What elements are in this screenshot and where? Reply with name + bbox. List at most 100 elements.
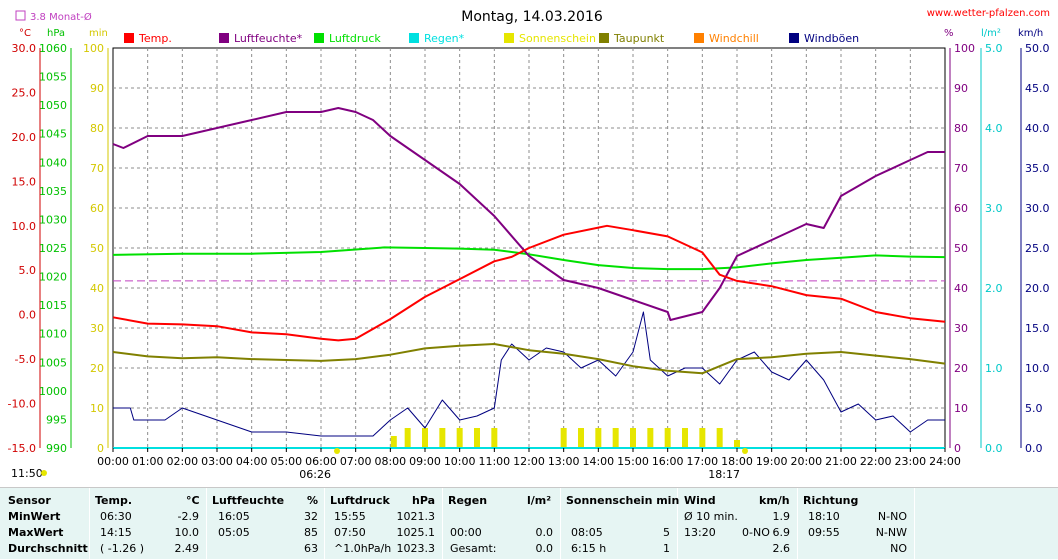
stat-press-time: 07:50: [334, 526, 366, 539]
stat-temp-val: 2.49: [174, 542, 200, 555]
x-tick-label: 12:00: [513, 455, 545, 468]
pressure-axis-tick-label: 1030: [39, 213, 67, 226]
x-tick-label: 00:00: [97, 455, 129, 468]
pressure-axis-tick-label: 1050: [39, 99, 67, 112]
hdr-sun: Sonnenschein min: [566, 494, 680, 507]
sunshine-bar: [595, 428, 602, 448]
stat-press-val: 1023.3: [396, 542, 436, 555]
pressure-line: [112, 246, 946, 271]
unit-kmh: km/h: [1018, 28, 1043, 39]
rain-axis-tick-label: 1.0: [985, 362, 1003, 375]
x-tick-label: 24:00: [929, 455, 961, 468]
x-tick-label: 04:00: [236, 455, 268, 468]
x-tick-label: 06:00: [305, 455, 337, 468]
site-url: www.wetter-pfalzen.com: [927, 8, 1050, 19]
humidity-axis-tick-label: 90: [954, 82, 968, 95]
rain-axis-tick-label: 4.0: [985, 122, 1003, 135]
temp-axis-tick-label: 20.0: [12, 131, 37, 144]
sunshine-bar: [664, 428, 671, 448]
temp-axis-tick-label: 25.0: [12, 86, 37, 99]
month-avg-label: 3.8 Monat-Ø: [30, 11, 92, 23]
x-tick-label: 20:00: [790, 455, 822, 468]
humidity-axis-tick-label: 10: [954, 402, 968, 415]
legend-swatch: [504, 33, 514, 43]
sunshine-bar: [682, 428, 688, 448]
legend-swatch: [599, 33, 609, 43]
stat-rain-val: 0.0: [535, 526, 554, 539]
pressure-axis-tick-label: 990: [46, 442, 67, 455]
stat-rain-time: 00:00: [450, 526, 482, 539]
stat-sun-time: 08:05: [571, 526, 603, 539]
legend-swatch: [409, 33, 419, 43]
pressure-axis-tick-label: 1000: [39, 385, 67, 398]
stat-wind-dir: 0-NO: [742, 526, 770, 539]
minutes-axis-tick-label: 60: [90, 202, 104, 215]
minutes-axis-tick-label: 70: [90, 162, 104, 175]
stat-temp-val: -2.9: [177, 510, 199, 523]
wind-axis-tick-label: 40.0: [1025, 122, 1050, 135]
sun-markers: 06:26 18:17 11:50: [11, 448, 748, 481]
divider: [914, 488, 915, 560]
unit-rain: l/m²: [981, 28, 1001, 39]
wind-gusts-line: [113, 311, 945, 437]
temp-axis-tick-label: 0.0: [19, 309, 37, 322]
stat-hum-val: 63: [304, 542, 318, 555]
humidity-axis-tick-label: 20: [954, 362, 968, 375]
sunshine-bar: [716, 428, 723, 448]
hdr-temp: Temp.: [95, 494, 133, 507]
humidity-axis-tick-label: 70: [954, 162, 968, 175]
sunset-time: 18:17: [708, 468, 740, 481]
sunshine-bar: [422, 428, 428, 448]
sunshine-bar: [439, 428, 446, 448]
sunshine-bar: [699, 428, 706, 448]
x-tick-label: 14:00: [582, 455, 614, 468]
stat-dir-val: N-NO: [877, 510, 907, 523]
humidity-axis-tick-label: 100: [954, 42, 975, 55]
sunshine-bar: [560, 428, 567, 448]
pressure-axis-tick-label: 1015: [39, 299, 67, 312]
hdr-dir: Richtung: [803, 494, 859, 507]
humidity-axis-tick-label: 40: [954, 282, 968, 295]
x-tick-label: 17:00: [686, 455, 718, 468]
humidity-axis-tick-label: 30: [954, 322, 968, 335]
stat-wind-val: 6.9: [772, 526, 791, 539]
x-tick-label: 18:00: [721, 455, 753, 468]
wind-axis-tick-label: 0.0: [1025, 442, 1043, 455]
stat-hum-time: 05:05: [218, 526, 250, 539]
weather-chart: Montag, 14.03.2016 www.wetter-pfalzen.co…: [8, 8, 1050, 481]
rain-axis-tick-label: 5.0: [985, 42, 1003, 55]
legend-swatch: [789, 33, 799, 43]
minutes-axis-tick-label: 90: [90, 82, 104, 95]
sunshine-bar: [647, 428, 654, 448]
temp-axis-tick-label: -15.0: [8, 442, 36, 455]
stat-sun-val: 1: [663, 542, 670, 555]
temp-axis-tick-label: 10.0: [12, 220, 37, 233]
stat-temp-time: 06:30: [100, 510, 132, 523]
rain-axis-tick-label: 3.0: [985, 202, 1003, 215]
divider: [797, 488, 798, 560]
unit-hpa: hPa: [47, 28, 65, 39]
stats-panel: Sensor Temp. °C Luftfeuchte % Luftdruck …: [0, 487, 1058, 560]
sunshine-bar: [612, 428, 619, 448]
stat-press-val: 1025.1: [396, 526, 436, 539]
x-tick-label: 07:00: [340, 455, 372, 468]
minutes-axis-tick-label: 20: [90, 362, 104, 375]
stat-wind-time: 13:20: [684, 526, 716, 539]
day-length-sun-icon: [41, 470, 47, 476]
pressure-axis-tick-label: 1005: [39, 356, 67, 369]
x-tick-label: 09:00: [409, 455, 441, 468]
sunshine-bar: [630, 428, 636, 448]
stat-hum-val: 85: [304, 526, 318, 539]
sunshine-bar: [404, 428, 411, 448]
unit-celsius: °C: [19, 28, 31, 39]
temperature-line: [112, 224, 946, 342]
legend-label: Regen*: [424, 32, 465, 45]
legend-label: Temp.: [138, 32, 172, 45]
wind-axis-tick-label: 45.0: [1025, 82, 1050, 95]
minutes-axis-tick-label: 10: [90, 402, 104, 415]
x-tick-label: 16:00: [652, 455, 684, 468]
legend-label: Windchill: [709, 32, 759, 45]
divider: [442, 488, 443, 560]
temp-axis-tick-label: -5.0: [15, 353, 36, 366]
stat-temp-time: ( -1.26 ): [100, 542, 145, 555]
